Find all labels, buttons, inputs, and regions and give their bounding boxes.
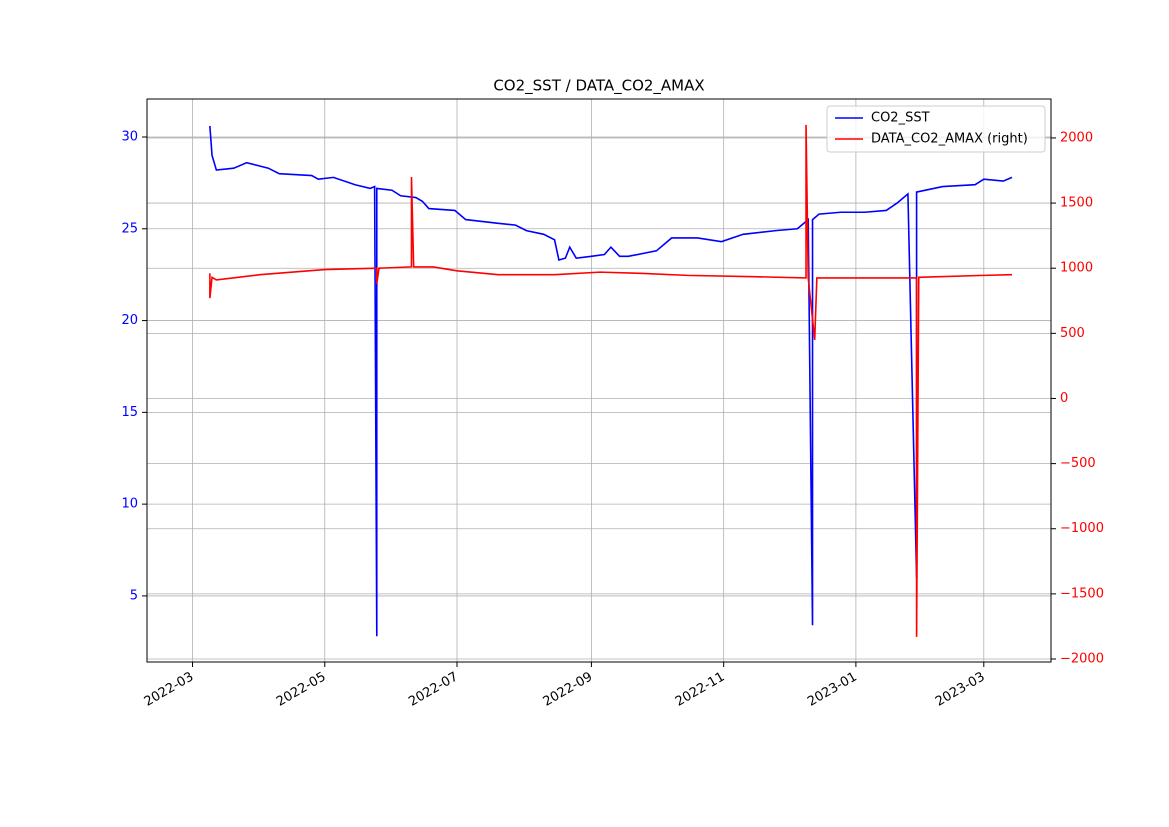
legend-box [826, 105, 1046, 153]
y2-tick-label: 1000 [1060, 261, 1093, 276]
y2-tick-label: −500 [1060, 456, 1096, 471]
y2-tick-label: −1000 [1060, 521, 1104, 536]
x-tick-label: 2022-05 [274, 670, 329, 710]
y2-tick-label: 1500 [1060, 196, 1093, 211]
y-tick-label: 20 [121, 313, 138, 328]
x-tick-label: 2022-09 [541, 670, 596, 710]
x-tick-label: 2022-11 [673, 670, 728, 710]
y-tick-label: 10 [121, 497, 138, 512]
series-line [209, 125, 1013, 637]
y-tick-label: 25 [121, 221, 138, 236]
x-tick-label: 2022-03 [142, 670, 197, 710]
series-line [209, 124, 1012, 637]
y2-tick-label: 2000 [1060, 130, 1093, 145]
y-tick-label: 15 [121, 405, 138, 420]
y-tick-label: 5 [130, 588, 138, 603]
chart-title: CO2_SST / DATA_CO2_AMAX [493, 77, 704, 96]
x-tick-label: 2023-03 [933, 670, 988, 710]
y-tick-label: 30 [121, 129, 138, 144]
x-tick-label: 2023-01 [805, 670, 860, 710]
legend-label: CO2_SST [871, 111, 930, 126]
legend-label: DATA_CO2_AMAX (right) [871, 132, 1028, 147]
plot-frame [146, 98, 1052, 663]
y2-tick-label: 0 [1060, 391, 1068, 406]
y2-tick-label: 500 [1060, 326, 1085, 341]
y2-tick-label: −2000 [1060, 652, 1104, 667]
x-tick-label: 2022-07 [406, 670, 461, 710]
y2-tick-label: −1500 [1060, 586, 1104, 601]
